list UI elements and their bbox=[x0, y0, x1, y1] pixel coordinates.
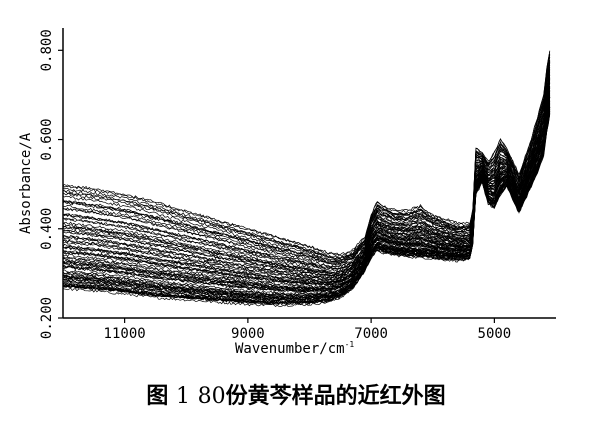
x-axis-label: Wavenumber/cm-1 bbox=[235, 340, 354, 357]
spectrum-line bbox=[62, 113, 551, 305]
caption-sample-count: 80 bbox=[197, 384, 226, 409]
spectrum-line bbox=[62, 102, 551, 295]
spectrum-line bbox=[62, 50, 551, 257]
y-tick-label: 0.400 bbox=[39, 208, 55, 250]
spectrum-line bbox=[62, 68, 551, 270]
spectrum-line bbox=[62, 98, 551, 292]
spectrum-line bbox=[62, 94, 551, 289]
spectrum-line bbox=[62, 54, 551, 260]
spectrum-line bbox=[62, 100, 551, 293]
spectrum-line bbox=[62, 65, 551, 268]
spectrum-line bbox=[62, 100, 551, 292]
spectrum-line bbox=[62, 82, 551, 280]
spectrum-line bbox=[62, 97, 551, 292]
axes bbox=[62, 28, 556, 319]
spectrum-line bbox=[62, 96, 551, 291]
spectrum-line bbox=[62, 107, 551, 299]
x-axis-label-sup: -1 bbox=[345, 340, 355, 349]
y-tick-label: 0.800 bbox=[39, 29, 55, 71]
caption-prefix: 图 bbox=[146, 383, 169, 409]
spectrum-line bbox=[62, 85, 551, 282]
spectrum-line bbox=[62, 113, 551, 305]
figure-caption: 图 1 80份黄芩样品的近红外图 bbox=[0, 378, 592, 410]
spectra-series-group bbox=[62, 50, 551, 307]
y-tick-label: 0.600 bbox=[39, 118, 55, 160]
spectrum-line bbox=[62, 73, 551, 274]
spectrum-line bbox=[62, 103, 551, 297]
x-tick-label: 7000 bbox=[354, 326, 388, 342]
spectrum-line bbox=[62, 54, 551, 260]
spectrum-line bbox=[62, 96, 551, 290]
caption-figure-number: 1 bbox=[176, 384, 190, 409]
x-tick-label: 5000 bbox=[478, 326, 512, 342]
spectrum-line bbox=[62, 72, 551, 272]
x-tick-label: 11000 bbox=[104, 326, 146, 342]
spectrum-line bbox=[62, 62, 551, 266]
caption-text: 份黄芩样品的近红外图 bbox=[225, 383, 446, 409]
spectrum-line bbox=[62, 51, 551, 257]
spectrum-line bbox=[62, 75, 551, 274]
x-tick-label: 9000 bbox=[231, 326, 265, 342]
spectrum-line bbox=[62, 86, 551, 282]
spectrum-line bbox=[62, 87, 551, 284]
spectrum-line bbox=[62, 79, 551, 277]
spectrum-line bbox=[62, 78, 551, 276]
x-ticks: 11000 9000 7000 5000 bbox=[104, 318, 512, 342]
y-tick-label: 0.200 bbox=[39, 297, 55, 339]
y-axis-label: Absorbance/A bbox=[18, 132, 34, 234]
spectrum-line bbox=[62, 61, 551, 265]
y-ticks: 0.200 0.400 0.600 0.800 bbox=[39, 29, 63, 339]
